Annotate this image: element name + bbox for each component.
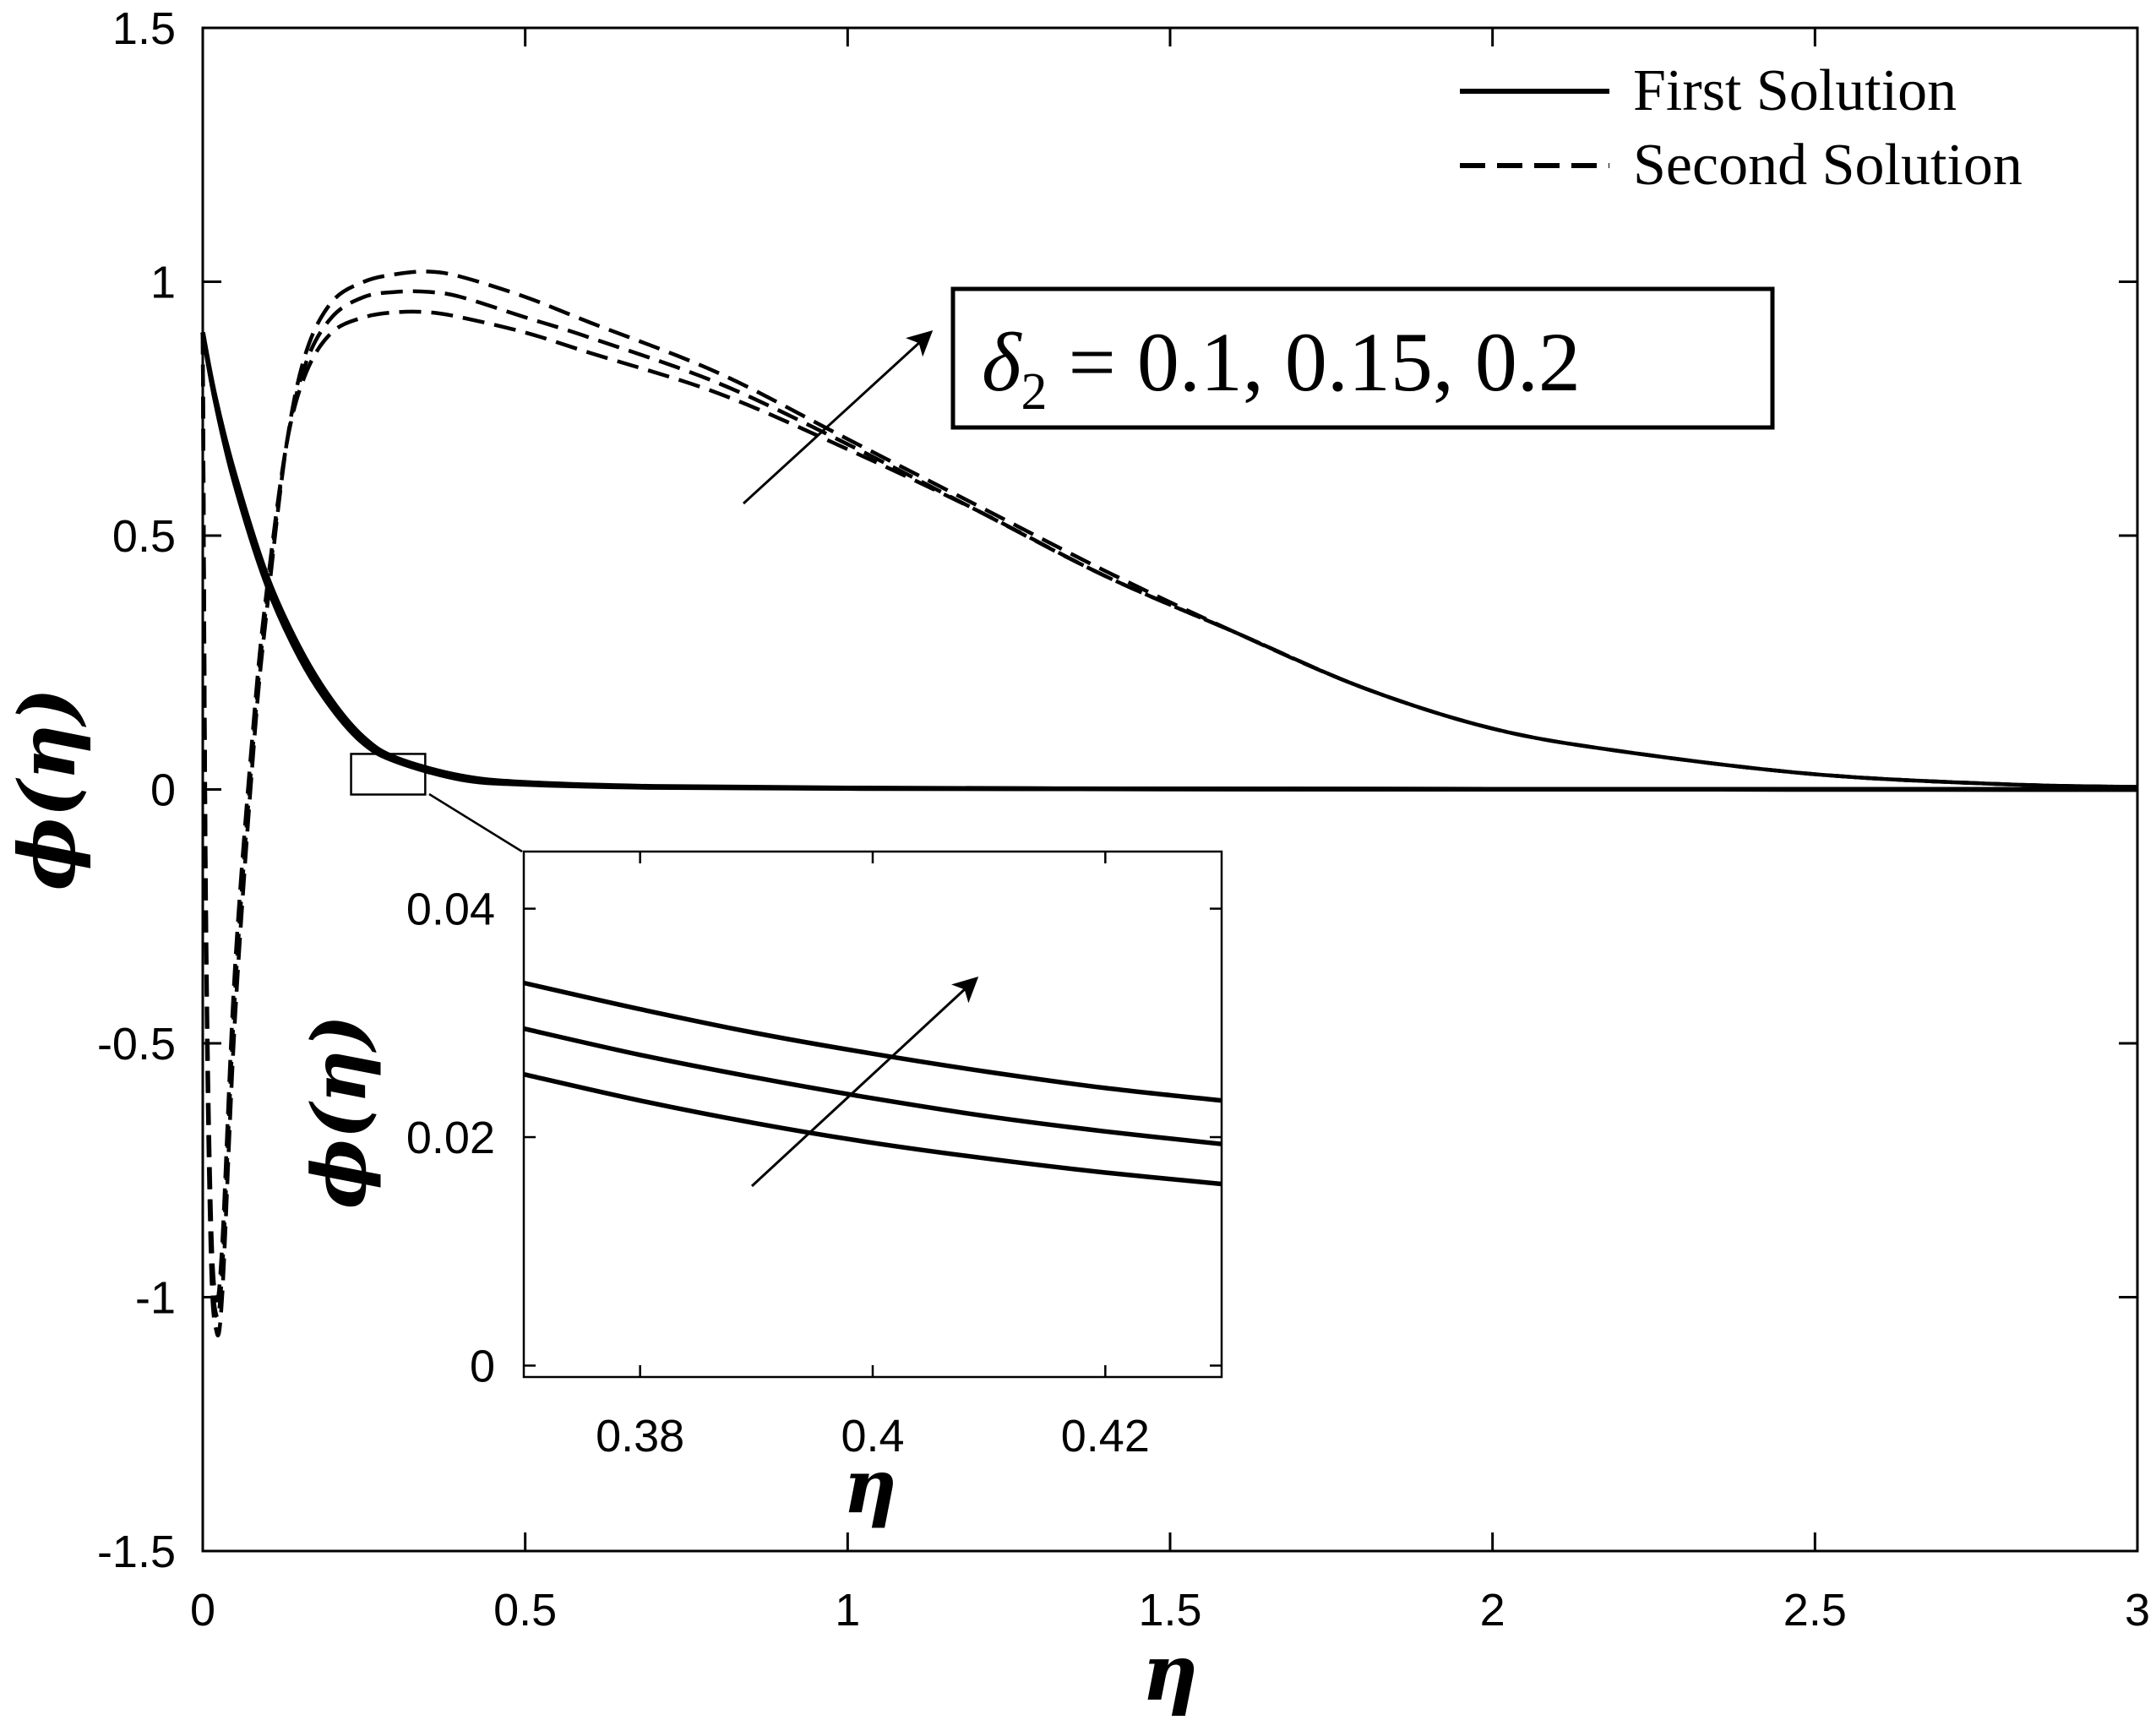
y-tick-label: 1 (150, 258, 176, 308)
inset-curves (523, 980, 1222, 1187)
main-tick-labels: 0 0.5 1 1.5 2 2.5 3 -1.5 -1 -0.5 0 0.5 1 1.5 (97, 3, 2150, 1636)
y-axis-title: ϕ(η) (2, 688, 93, 891)
inset-trend-arrow (750, 976, 979, 1188)
x-tick-label: 0.5 (493, 1585, 557, 1636)
y-tick-label: -1 (135, 1273, 176, 1324)
inset-y-tick-label: 0 (470, 1341, 495, 1391)
zoom-connector-line (428, 792, 523, 853)
annotation-text: δ2 = 0.1, 0.15, 0.2 (982, 315, 1581, 421)
x-tick-label: 1.5 (1138, 1585, 1201, 1636)
inset-plot: 0.38 0.4 0.42 0 0.02 0.04 η ϕ(η) (295, 850, 1223, 1530)
x-tick-label: 2.5 (1783, 1585, 1847, 1636)
first-solution-curve-3 (200, 332, 2138, 792)
main-plot-area: 0 0.5 1 1.5 2 2.5 3 -1.5 -1 -0.5 0 0.5 1 1.5 (97, 3, 2150, 1636)
inset-tick-labels: 0.38 0.4 0.42 0 0.02 0.04 (406, 884, 1150, 1461)
legend-label-first-solution: First Solution (1633, 58, 1957, 123)
y-tick-label: -0.5 (97, 1019, 176, 1070)
y-tick-label: 1.5 (112, 3, 176, 54)
legend: First Solution Second Solution (1460, 58, 2023, 198)
inset-curve-1 (523, 980, 1222, 1103)
y-tick-label: 0.5 (112, 511, 176, 562)
annotation-subscript: 2 (1021, 363, 1047, 421)
main-trend-arrow (742, 329, 934, 505)
inset-y-tick-label: 0.02 (406, 1113, 495, 1163)
x-tick-label: 2 (1480, 1585, 1505, 1636)
annotation-values: 0.1, 0.15, 0.2 (1137, 315, 1581, 409)
inset-y-tick-label: 0.04 (406, 884, 495, 935)
annotation-symbol: δ (982, 315, 1022, 409)
y-tick-label: 0 (150, 765, 176, 816)
inset-x-tick-label: 0.38 (596, 1411, 684, 1461)
inset-curve-3 (523, 1072, 1222, 1187)
parameter-annotation: δ2 = 0.1, 0.15, 0.2 (742, 286, 1775, 505)
inset-x-tick-label: 0.4 (841, 1411, 904, 1461)
zoom-box (350, 753, 427, 796)
inset-background (524, 852, 1222, 1377)
y-tick-label: -1.5 (97, 1527, 176, 1577)
inset-curve-2 (523, 1026, 1222, 1146)
inset-x-tick-label: 0.42 (1061, 1411, 1150, 1461)
second-solution-curve-6 (200, 269, 2138, 1338)
x-axis-title: η (1142, 1627, 1199, 1718)
inset-ticks (524, 852, 1222, 1377)
x-tick-label: 3 (2125, 1585, 2150, 1636)
main-ticks (201, 26, 2139, 1553)
x-tick-label: 0 (190, 1585, 215, 1636)
inset-y-axis-title: ϕ(η) (295, 1015, 383, 1209)
inset-x-axis-title: η (843, 1442, 897, 1530)
annotation-box (950, 286, 1775, 430)
x-tick-label: 1 (835, 1585, 860, 1636)
annotation-equals: = (1047, 315, 1136, 409)
legend-label-second-solution: Second Solution (1633, 133, 2023, 198)
